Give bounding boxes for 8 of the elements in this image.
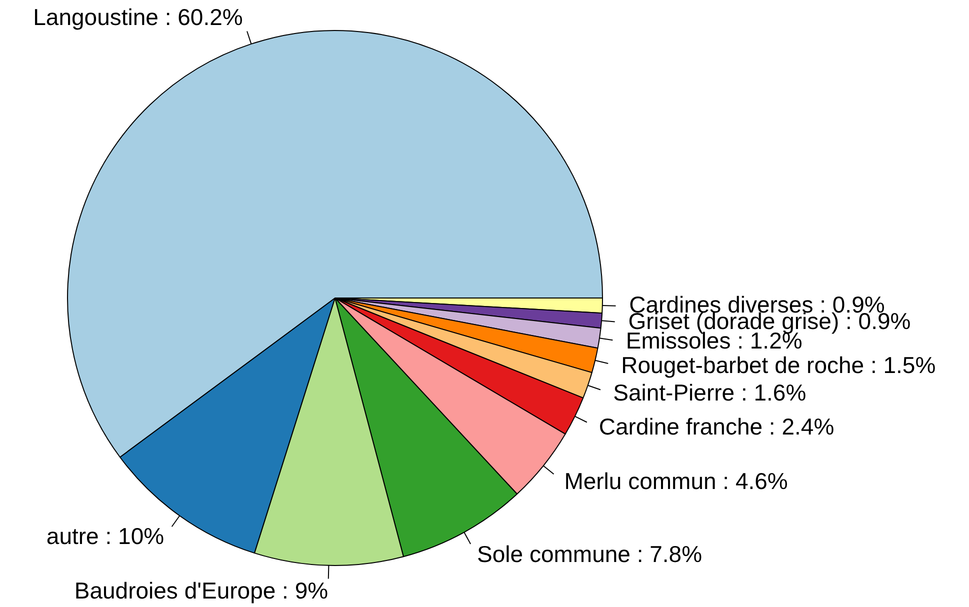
slice-label: Rouget-barbet de roche : 1.5% [621, 352, 936, 378]
slice-label: autre : 10% [46, 522, 164, 549]
slice-label: Sole commune : 7.8% [477, 541, 702, 568]
slice-label: Saint-Pierre : 1.6% [613, 379, 806, 406]
slice-label: Langoustine : 60.2% [33, 4, 243, 30]
slice-label: Baudroies d'Europe : 9% [74, 578, 328, 604]
slice-label: Cardine franche : 2.4% [598, 414, 834, 440]
slice-label: Merlu commun : 4.6% [564, 468, 788, 494]
